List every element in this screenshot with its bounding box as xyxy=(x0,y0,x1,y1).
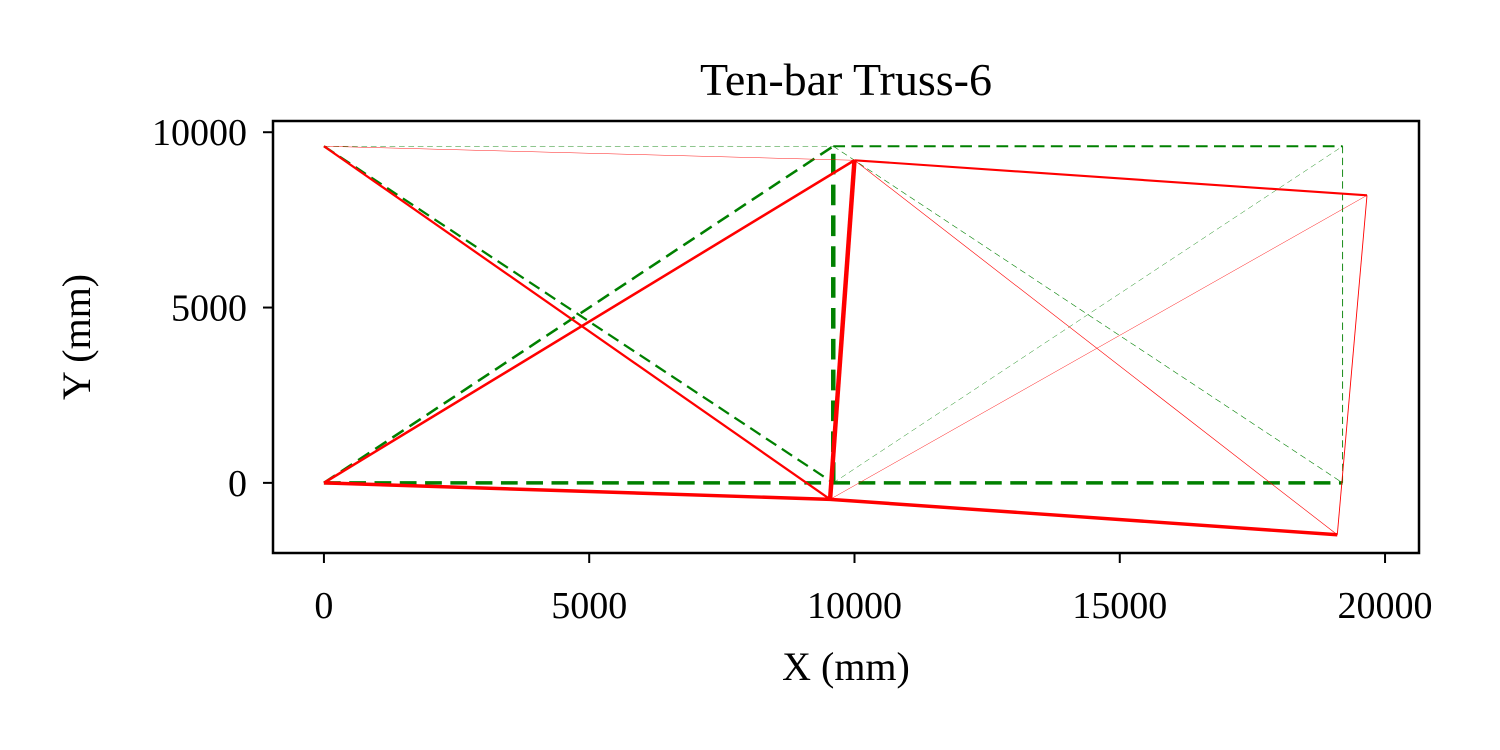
x-axis: 0 5000 10000 15000 20000 xyxy=(314,553,1433,627)
x-tick-label: 15000 xyxy=(1072,585,1167,627)
truss-member-7 xyxy=(323,145,834,484)
truss-member-3 xyxy=(323,146,855,161)
deformed-truss-series xyxy=(323,145,1368,537)
x-tick-label: 5000 xyxy=(551,585,627,627)
y-tick-label: 10000 xyxy=(152,112,247,154)
y-axis-label: Y (mm) xyxy=(54,274,99,400)
x-tick-label: 0 xyxy=(314,585,333,627)
x-tick-label: 20000 xyxy=(1338,585,1433,627)
truss-member-7 xyxy=(323,145,831,501)
chart-title: Ten-bar Truss-6 xyxy=(700,54,992,105)
y-tick-label: 0 xyxy=(228,463,247,505)
truss-member-9 xyxy=(854,160,1338,536)
truss-member-10 xyxy=(827,160,857,500)
truss-member-1 xyxy=(323,481,831,502)
plot-area xyxy=(323,145,1368,537)
x-tick-label: 10000 xyxy=(807,585,902,627)
y-tick-label: 5000 xyxy=(171,288,247,330)
truss-member-8 xyxy=(829,195,1368,500)
y-axis: 0 5000 10000 xyxy=(152,112,273,505)
plot-frame xyxy=(271,119,1421,555)
truss-member-6 xyxy=(323,159,856,484)
truss-member-5 xyxy=(1336,195,1368,535)
truss-member-8 xyxy=(833,146,1343,484)
truss-member-4 xyxy=(854,159,1368,197)
truss-member-2 xyxy=(829,497,1338,537)
initial-truss-series xyxy=(323,145,1344,485)
x-axis-label: X (mm) xyxy=(782,644,910,689)
